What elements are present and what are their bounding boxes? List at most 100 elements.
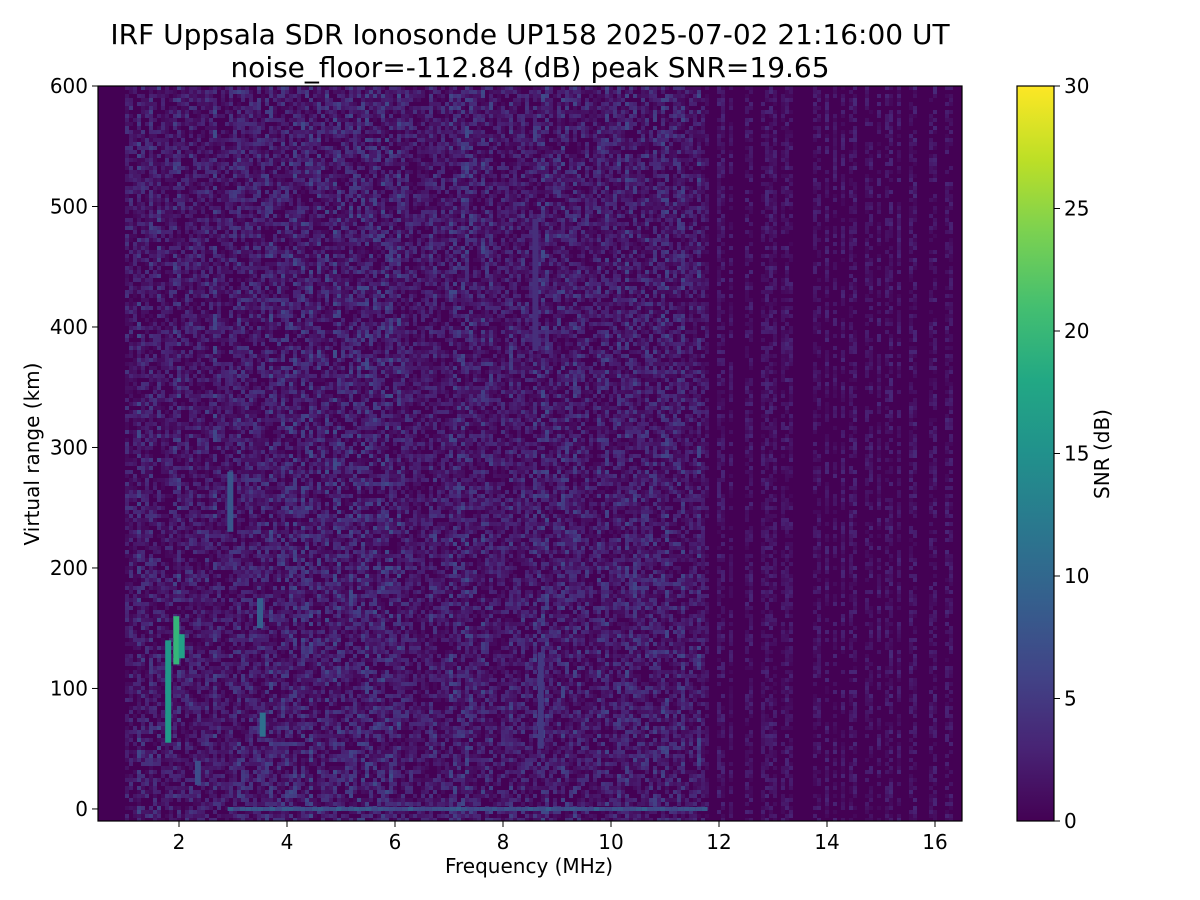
heatmap-cell bbox=[185, 290, 189, 294]
heatmap-cell bbox=[257, 686, 261, 690]
heatmap-cell bbox=[177, 762, 181, 766]
heatmap-cell bbox=[165, 798, 169, 802]
heatmap-cell bbox=[173, 718, 177, 722]
heatmap-cell bbox=[221, 302, 225, 306]
heatmap-cell bbox=[233, 418, 237, 422]
heatmap-cell bbox=[221, 654, 225, 658]
heatmap-cell bbox=[189, 490, 193, 494]
heatmap-cell bbox=[125, 602, 129, 606]
heatmap-cell bbox=[153, 802, 157, 806]
heatmap-cell bbox=[249, 510, 253, 514]
heatmap-cell bbox=[201, 706, 205, 710]
heatmap-cell bbox=[177, 430, 181, 434]
heatmap-cell bbox=[217, 190, 221, 194]
heatmap-cell bbox=[257, 446, 261, 450]
heatmap-cell bbox=[141, 566, 145, 570]
heatmap-cell bbox=[161, 610, 165, 614]
heatmap-cell bbox=[193, 494, 197, 498]
heatmap-cell bbox=[205, 466, 209, 470]
heatmap-cell bbox=[213, 330, 217, 334]
heatmap-cell bbox=[165, 250, 169, 254]
heatmap-cell bbox=[149, 198, 153, 202]
heatmap-cell bbox=[221, 482, 225, 486]
heatmap-cell bbox=[189, 322, 193, 326]
heatmap-cell bbox=[205, 734, 209, 738]
heatmap-cell bbox=[185, 694, 189, 698]
heatmap-cell bbox=[249, 310, 253, 314]
heatmap-cell bbox=[205, 774, 209, 778]
heatmap-cell bbox=[217, 370, 221, 374]
heatmap-cell bbox=[253, 274, 257, 278]
heatmap-cell bbox=[141, 706, 145, 710]
heatmap-cell bbox=[261, 494, 265, 498]
heatmap-cell bbox=[165, 282, 169, 286]
heatmap-cell bbox=[141, 538, 145, 542]
heatmap-cell bbox=[217, 406, 221, 410]
heatmap-cell bbox=[185, 230, 189, 234]
heatmap-cell bbox=[201, 630, 205, 634]
heatmap-cell bbox=[253, 662, 257, 666]
heatmap-cell bbox=[149, 250, 153, 254]
heatmap-cell bbox=[157, 514, 161, 518]
heatmap-cell bbox=[253, 194, 257, 198]
heatmap-cell bbox=[185, 794, 189, 798]
heatmap-cell bbox=[241, 766, 245, 770]
heatmap-cell bbox=[213, 418, 217, 422]
heatmap-cell bbox=[233, 726, 237, 730]
heatmap-cell bbox=[197, 138, 201, 142]
heatmap-cell bbox=[137, 674, 141, 678]
heatmap-cell bbox=[129, 262, 133, 266]
heatmap-cell bbox=[129, 218, 133, 222]
heatmap-cell bbox=[145, 102, 149, 106]
heatmap-cell bbox=[257, 646, 261, 650]
heatmap-cell bbox=[201, 686, 205, 690]
heatmap-cell bbox=[241, 378, 245, 382]
heatmap-cell bbox=[141, 762, 145, 766]
heatmap-cell bbox=[165, 586, 169, 590]
heatmap-cell bbox=[165, 514, 169, 518]
heatmap-cell bbox=[257, 386, 261, 390]
heatmap-cell bbox=[225, 410, 229, 414]
heatmap-cell bbox=[269, 650, 273, 654]
heatmap-cell bbox=[153, 614, 157, 618]
heatmap-cell bbox=[165, 318, 169, 322]
heatmap-cell bbox=[133, 226, 137, 230]
heatmap-cell bbox=[193, 522, 197, 526]
heatmap-cell bbox=[137, 218, 141, 222]
heatmap-cell bbox=[189, 262, 193, 266]
heatmap-cell bbox=[193, 514, 197, 518]
heatmap-cell bbox=[169, 350, 173, 354]
heatmap-cell bbox=[125, 502, 129, 506]
heatmap-cell bbox=[153, 602, 157, 606]
heatmap-cell bbox=[141, 494, 145, 498]
heatmap-cell bbox=[261, 510, 265, 514]
heatmap-cell bbox=[237, 394, 241, 398]
heatmap-cell bbox=[269, 262, 273, 266]
heatmap-cell bbox=[157, 498, 161, 502]
heatmap-cell bbox=[273, 110, 277, 114]
heatmap-cell bbox=[197, 290, 201, 294]
heatmap-cell bbox=[149, 398, 153, 402]
heatmap-cell bbox=[249, 366, 253, 370]
heatmap-cell bbox=[165, 602, 169, 606]
heatmap-cell bbox=[125, 738, 129, 742]
heatmap-cell bbox=[125, 630, 129, 634]
heatmap-cell bbox=[229, 534, 233, 538]
heatmap-cell bbox=[229, 558, 233, 562]
heatmap-cell bbox=[173, 574, 177, 578]
heatmap-cell bbox=[237, 702, 241, 706]
heatmap-cell bbox=[217, 550, 221, 554]
heatmap-cell bbox=[189, 666, 193, 670]
heatmap-cell bbox=[265, 614, 269, 618]
heatmap-cell bbox=[221, 542, 225, 546]
heatmap-cell bbox=[137, 710, 141, 714]
heatmap-cell bbox=[133, 706, 137, 710]
heatmap-cell bbox=[237, 250, 241, 254]
heatmap-cell bbox=[233, 294, 237, 298]
heatmap-cell bbox=[125, 662, 129, 666]
heatmap-cell bbox=[265, 262, 269, 266]
heatmap-cell bbox=[273, 470, 277, 474]
heatmap-cell bbox=[141, 418, 145, 422]
heatmap-cell bbox=[253, 270, 257, 274]
heatmap-cell bbox=[217, 530, 221, 534]
